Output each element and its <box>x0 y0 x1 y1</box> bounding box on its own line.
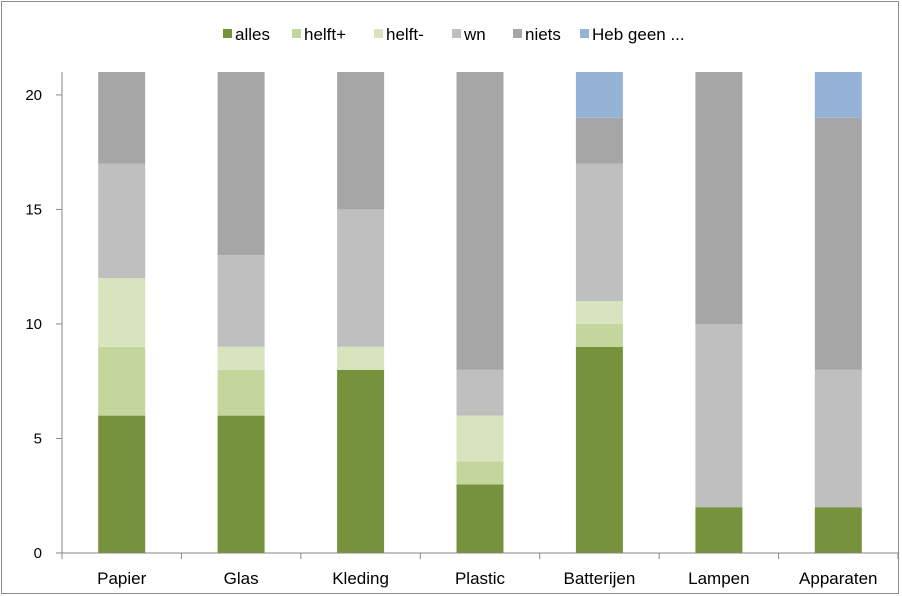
bar-segment-glas-0 <box>217 415 265 553</box>
x-category-label: Kleding <box>332 569 389 588</box>
y-tick-label: 10 <box>25 316 42 333</box>
legend-label: helft+ <box>304 25 346 44</box>
bar-segment-lampen-4 <box>695 72 743 324</box>
axes: 0 5 10 15 20 Papier Glas Kleding Plastic Batterij… <box>25 72 899 588</box>
bar-segment-papier-2 <box>98 278 146 347</box>
bar-segment-kleding-4 <box>337 72 385 210</box>
bar-segment-papier-1 <box>98 346 146 416</box>
bar-segment-papier-3 <box>98 163 146 279</box>
x-category-label: Apparaten <box>799 569 877 588</box>
legend-label: Heb geen ... <box>592 25 685 44</box>
legend-label: niets <box>525 25 561 44</box>
bar-segment-papier-0 <box>98 415 146 553</box>
legend-swatch <box>513 29 522 38</box>
bar-segment-kleding-3 <box>337 209 385 347</box>
bar-segment-glas-1 <box>217 369 265 416</box>
bar-segment-plastic-1 <box>456 461 504 485</box>
y-tick-label: 15 <box>25 201 42 218</box>
bar-segment-batterijen-2 <box>575 301 623 324</box>
bar-segment-apparaten-4 <box>814 117 862 370</box>
legend-label: helft- <box>386 25 424 44</box>
bar-segment-papier-4 <box>98 72 146 164</box>
bar-segment-batterijen-1 <box>575 324 623 347</box>
legend: alles helft+ helft-wn niets Heb geen ... <box>223 25 685 44</box>
bar-segment-batterijen-3 <box>575 163 623 301</box>
bar-segment-batterijen-5 <box>575 72 623 118</box>
bars <box>98 72 862 553</box>
legend-swatch <box>580 29 589 38</box>
y-tick-label: 20 <box>25 87 42 104</box>
legend-swatch <box>292 29 301 38</box>
x-category-label: Glas <box>224 569 259 588</box>
x-category-label: Batterijen <box>564 569 636 588</box>
bar-segment-plastic-0 <box>456 484 504 553</box>
x-category-label: Plastic <box>455 569 506 588</box>
bar-segment-plastic-4 <box>456 72 504 370</box>
bar-segment-batterijen-4 <box>575 117 623 164</box>
x-category-label: Lampen <box>688 569 749 588</box>
bar-segment-apparaten-0 <box>814 507 862 553</box>
bar-segment-glas-3 <box>217 255 265 347</box>
bar-segment-glas-4 <box>217 72 265 256</box>
legend-label: alles <box>235 25 270 44</box>
bar-segment-kleding-2 <box>337 346 385 370</box>
bar-segment-lampen-3 <box>695 324 743 508</box>
bar-segment-glas-2 <box>217 346 265 370</box>
bar-segment-plastic-2 <box>456 415 504 462</box>
bar-segment-lampen-0 <box>695 507 743 553</box>
y-tick-label: 0 <box>34 545 42 562</box>
bar-segment-apparaten-3 <box>814 369 862 508</box>
y-tick-label: 5 <box>34 430 42 447</box>
bar-segment-batterijen-0 <box>575 346 623 553</box>
x-category-label: Papier <box>97 569 146 588</box>
bar-segment-kleding-0 <box>337 369 385 553</box>
legend-swatch <box>452 29 461 38</box>
legend-label: wn <box>463 25 486 44</box>
bar-segment-plastic-3 <box>456 369 504 416</box>
legend-swatch <box>223 29 232 38</box>
legend-swatch <box>374 29 383 38</box>
bar-segment-apparaten-5 <box>814 72 862 118</box>
